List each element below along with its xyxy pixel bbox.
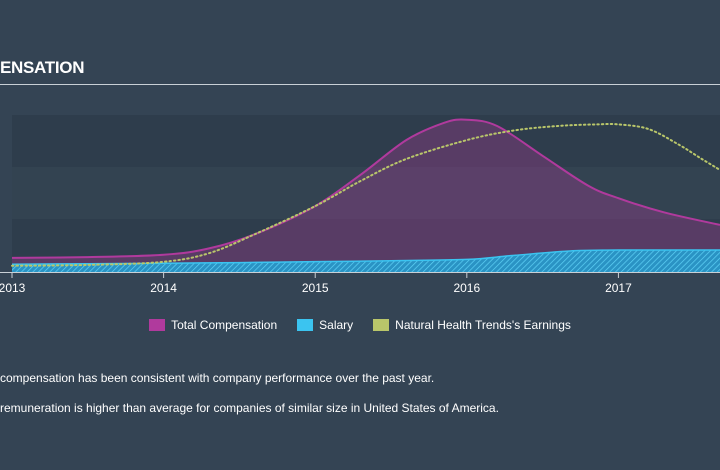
compensation-consistency-note: compensation has been consistent with co…: [0, 371, 435, 385]
legend-label-earnings: Natural Health Trends's Earnings: [395, 318, 571, 332]
legend-label-total-compensation: Total Compensation: [171, 318, 278, 332]
chart-legend: Total Compensation Salary Natural Health…: [0, 318, 720, 332]
x-tick-label: 2015: [302, 281, 329, 295]
earnings-swatch: [373, 319, 390, 331]
legend-item-salary[interactable]: Salary: [297, 318, 353, 332]
x-tick-label: 2016: [453, 281, 480, 295]
section-title: ENSATION: [0, 58, 85, 77]
total-compensation-line: [11, 118, 720, 259]
total-compensation-swatch: [149, 319, 166, 331]
compensation-chart: 2013 2014 2015 2016 2017: [0, 115, 720, 295]
legend-label-salary: Salary: [319, 318, 354, 332]
plot-band-upper: [12, 115, 720, 167]
legend-item-earnings[interactable]: Natural Health Trends's Earnings: [373, 318, 571, 332]
x-tick-label: 2013: [0, 281, 26, 295]
total-compensation-area: [12, 119, 720, 272]
remuneration-comparison-note: remuneration is higher than average for …: [0, 401, 499, 415]
salary-area: [12, 249, 720, 272]
title-divider: [0, 84, 720, 85]
legend-item-total-compensation[interactable]: Total Compensation: [149, 318, 277, 332]
x-tick-label: 2017: [605, 281, 632, 295]
x-tick-label: 2014: [150, 281, 177, 295]
earnings-line: [11, 122, 720, 267]
salary-swatch: [297, 319, 314, 331]
